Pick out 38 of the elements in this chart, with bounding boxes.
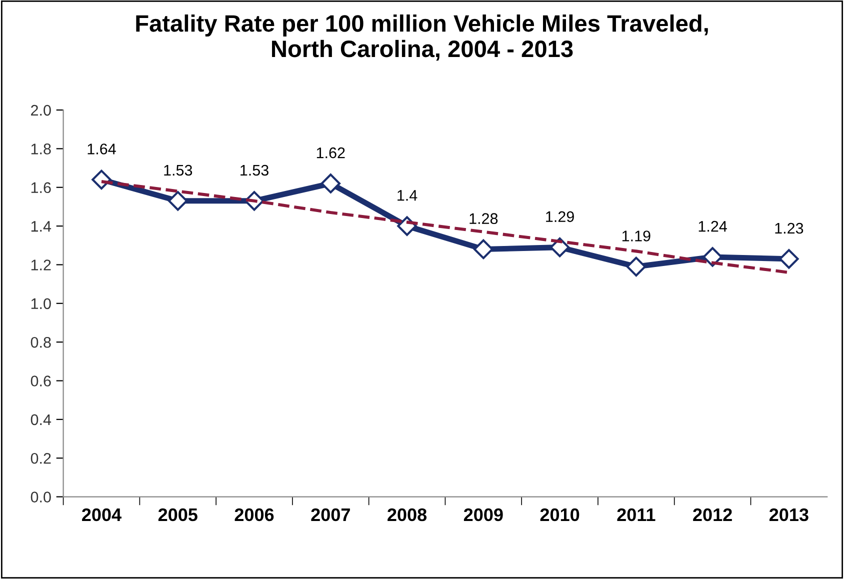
data-label: 1.53 bbox=[240, 164, 268, 176]
y-tick-label: 1.4 bbox=[31, 221, 52, 232]
point bbox=[320, 174, 341, 194]
x-tick-label: 2010 bbox=[540, 508, 580, 522]
y-tick-label: 0.2 bbox=[30, 452, 51, 464]
x-tick-label: 2009 bbox=[464, 508, 503, 522]
y-tick-label: 1.6 bbox=[31, 182, 51, 194]
x-tick-label: 2011 bbox=[617, 508, 656, 522]
data-label: 1.23 bbox=[775, 222, 804, 234]
point bbox=[168, 191, 188, 211]
x-tick-label: 2005 bbox=[158, 508, 198, 522]
y-tick-label: 0.8 bbox=[30, 336, 51, 348]
point bbox=[779, 249, 799, 269]
point bbox=[474, 239, 494, 260]
data-label: 1.53 bbox=[164, 164, 192, 176]
x-tick-label: 2008 bbox=[388, 508, 427, 522]
y-tick-label: 1.0 bbox=[31, 298, 51, 310]
data-label: 1.24 bbox=[698, 220, 727, 232]
y-tick-label: 0.6 bbox=[30, 376, 51, 386]
y-tick-label: 0.0 bbox=[30, 492, 51, 502]
data-label: 1.64 bbox=[88, 144, 116, 154]
y-tick-label: 0.4 bbox=[30, 414, 52, 426]
x-tick-label: 2012 bbox=[693, 508, 732, 522]
x-tick-label: 2013 bbox=[769, 508, 808, 522]
x-tick-label: 2006 bbox=[234, 508, 274, 522]
point bbox=[702, 247, 722, 267]
data-label: 1.29 bbox=[546, 211, 574, 222]
data-label: 1.4 bbox=[398, 190, 418, 201]
y-tick-label: 1.8 bbox=[31, 144, 51, 154]
data-label: 1.19 bbox=[622, 230, 650, 242]
y-tick-label: 1.2 bbox=[31, 260, 51, 270]
x-tick-label: 2004 bbox=[82, 508, 122, 522]
point bbox=[626, 256, 646, 277]
y-tick-label: 2.0 bbox=[31, 104, 51, 116]
chart-title: Fatality Rate per 100 million Vehicle Miles Traveled, North Carolina, 2004 - 2013 bbox=[136, 14, 708, 61]
data-label: 1.62 bbox=[316, 147, 345, 158]
x-tick-label: 2007 bbox=[311, 508, 350, 522]
data-label: 1.28 bbox=[470, 213, 498, 224]
